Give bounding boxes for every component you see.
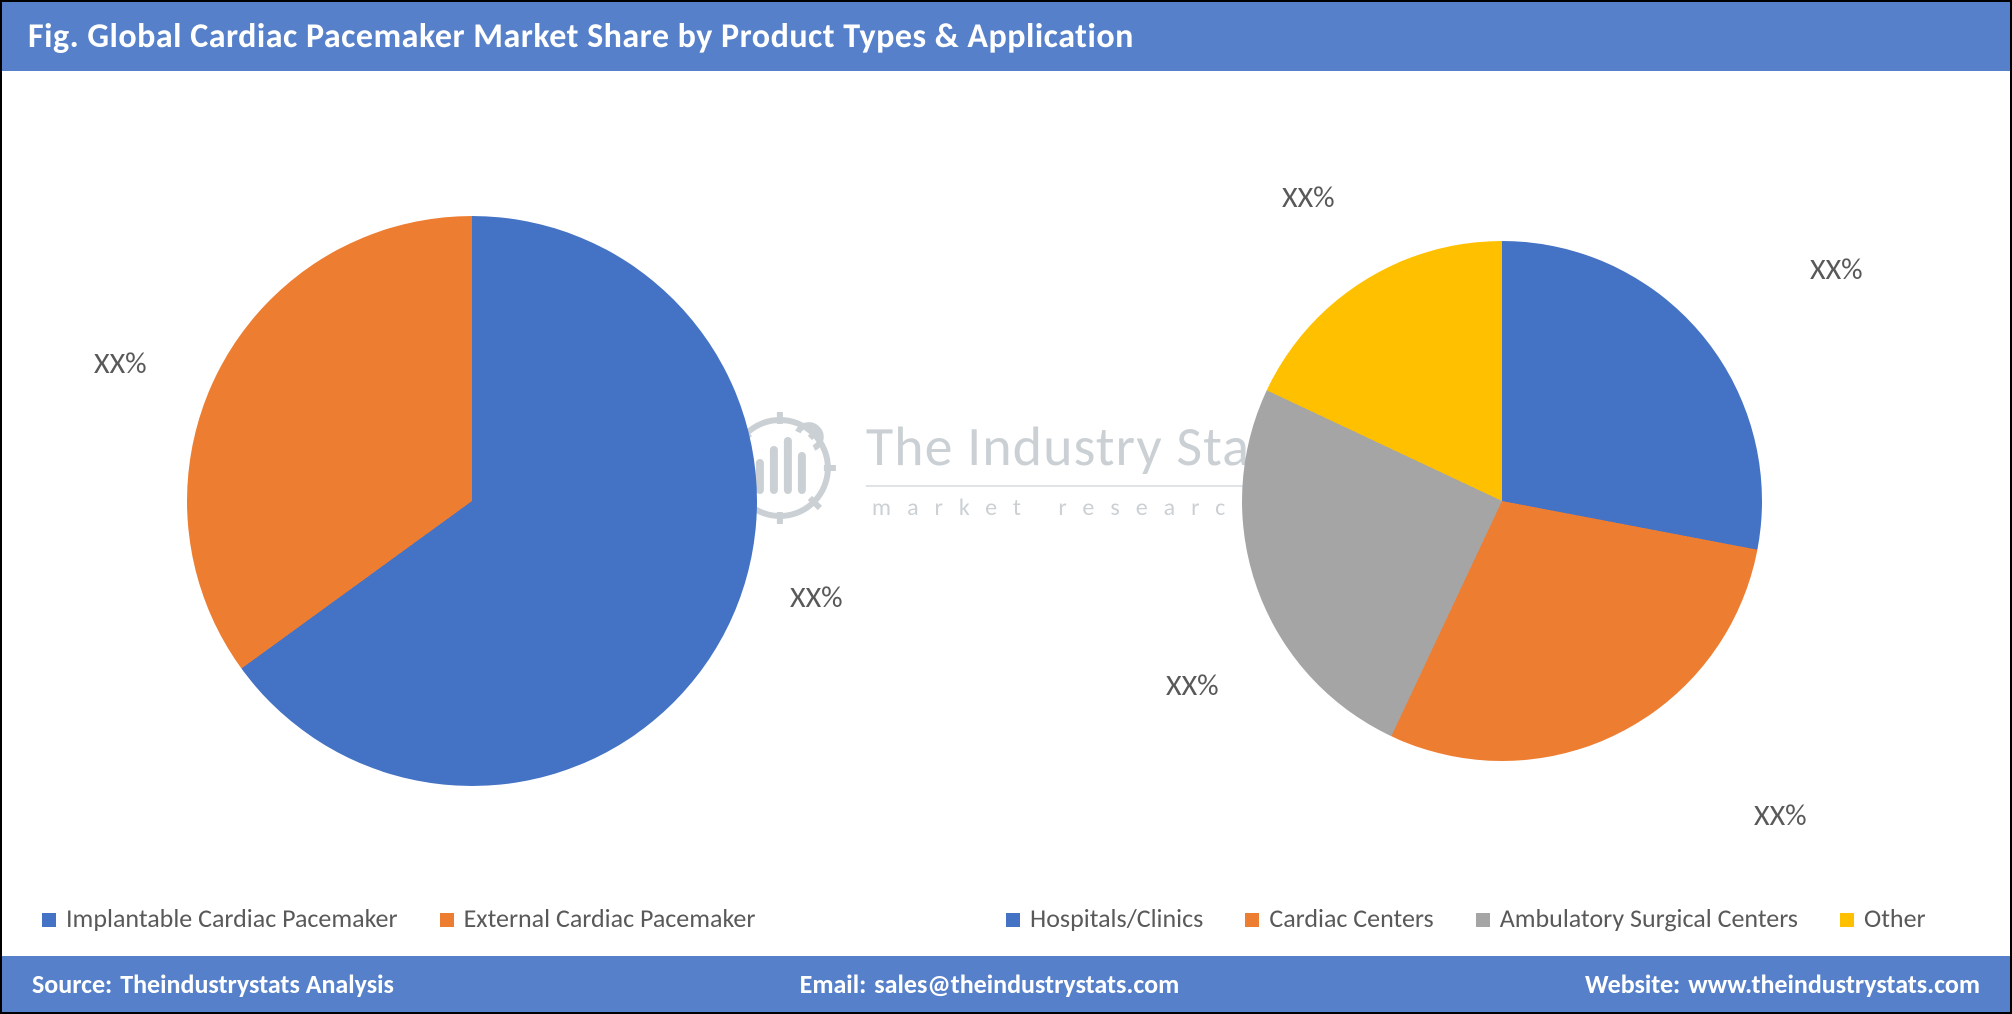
watermark-text: The Industry Stats market research	[866, 413, 1292, 522]
footer-website: Website: www.theindustrystats.com	[1585, 968, 1980, 1000]
legend-label: Other	[1864, 902, 1926, 934]
legend-swatch	[1840, 913, 1854, 927]
legend-swatch	[1006, 913, 1020, 927]
watermark-line1: The Industry Stats	[866, 413, 1292, 481]
figure-frame: Fig. Global Cardiac Pacemaker Market Sha…	[0, 0, 2012, 1014]
data-label: XX%	[1754, 797, 1807, 834]
data-label: XX%	[94, 345, 147, 382]
data-label: XX%	[1810, 251, 1863, 288]
pie-left	[187, 216, 757, 786]
legend-application: Hospitals/Clinics Cardiac Centers Ambulato…	[1006, 902, 1970, 934]
pie-chart-application	[1242, 241, 1762, 761]
watermark-line2: market research	[866, 485, 1292, 522]
legend-swatch	[42, 913, 56, 927]
data-label: XX%	[1166, 667, 1219, 704]
footer-source-value: Theindustrystats Analysis	[120, 968, 394, 1000]
footer-email: Email: sales@theindustrystats.com	[800, 968, 1180, 1000]
legend-swatch	[1245, 913, 1259, 927]
legend-item: Cardiac Centers	[1245, 902, 1433, 934]
watermark: The Industry Stats market research	[720, 408, 1292, 528]
legend-product-types: Implantable Cardiac Pacemaker External Ca…	[42, 902, 1006, 934]
footer-bar: Source: Theindustrystats Analysis Email:…	[2, 956, 2010, 1012]
footer-website-value: www.theindustrystats.com	[1688, 968, 1980, 1000]
legend-swatch	[1476, 913, 1490, 927]
legend-swatch	[440, 913, 454, 927]
data-label: XX%	[1282, 179, 1335, 216]
legend-label: Ambulatory Surgical Centers	[1500, 902, 1798, 934]
legend-item: Other	[1840, 902, 1926, 934]
footer-source: Source: Theindustrystats Analysis	[32, 968, 394, 1000]
data-label: XX%	[790, 579, 843, 616]
legend-item: Ambulatory Surgical Centers	[1476, 902, 1798, 934]
legend-item: External Cardiac Pacemaker	[440, 902, 756, 934]
footer-email-value: sales@theindustrystats.com	[874, 968, 1179, 1000]
legend-item: Hospitals/Clinics	[1006, 902, 1203, 934]
footer-email-label: Email:	[800, 968, 867, 1000]
legend-item: Implantable Cardiac Pacemaker	[42, 902, 398, 934]
figure-title: Fig. Global Cardiac Pacemaker Market Sha…	[2, 2, 2010, 71]
pie-chart-product-types	[187, 216, 757, 786]
legend-label: Cardiac Centers	[1269, 902, 1433, 934]
footer-source-label: Source:	[32, 968, 112, 1000]
legend-label: External Cardiac Pacemaker	[464, 902, 756, 934]
chart-area: The Industry Stats market research XX% X…	[2, 71, 2010, 888]
legend-label: Hospitals/Clinics	[1030, 902, 1203, 934]
footer-website-label: Website:	[1585, 968, 1680, 1000]
pie-right	[1242, 241, 1762, 761]
legend-row: Implantable Cardiac Pacemaker External Ca…	[2, 888, 2010, 956]
legend-label: Implantable Cardiac Pacemaker	[66, 902, 398, 934]
